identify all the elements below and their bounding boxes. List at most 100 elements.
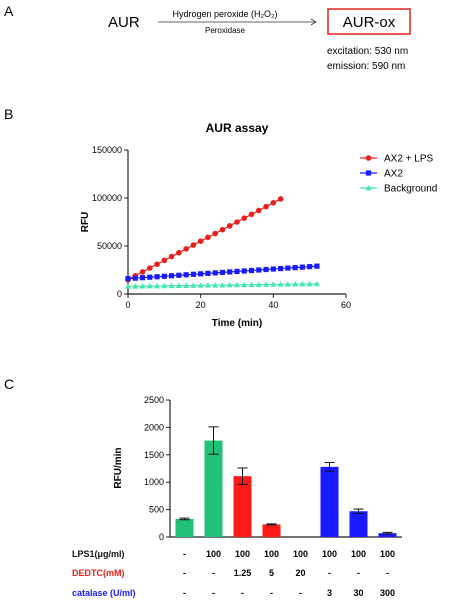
panel-label-b: B xyxy=(4,106,13,122)
data-point xyxy=(285,265,291,271)
condition-cell: - xyxy=(386,568,389,578)
legend-label: AX2 xyxy=(384,169,403,180)
y-tick-label: 0 xyxy=(159,532,164,542)
condition-cell: 3 xyxy=(327,588,332,598)
rfu-bar-chart: 0 500 1000 1500 2000 2500 RFU/min LPS1(μg/ml) - 1… xyxy=(72,395,402,598)
data-point xyxy=(154,274,160,280)
data-point xyxy=(299,281,306,287)
data-point xyxy=(292,265,298,271)
x-tick-label: 20 xyxy=(196,300,206,310)
data-point xyxy=(277,196,284,202)
data-point xyxy=(219,269,226,275)
condition-cell: 1.25 xyxy=(234,568,252,578)
data-point xyxy=(169,273,175,279)
panel-label-c: C xyxy=(4,376,14,392)
data-point xyxy=(190,242,197,248)
condition-row-label: catalase (U/ml) xyxy=(72,588,136,598)
bar xyxy=(262,524,281,537)
data-point xyxy=(219,226,226,233)
y-tick-label: 50000 xyxy=(97,241,122,251)
data-point xyxy=(205,234,211,241)
data-point xyxy=(125,283,131,289)
condition-cell: 100 xyxy=(206,549,221,559)
data-point xyxy=(263,266,269,273)
condition-cell: - xyxy=(357,568,360,578)
data-point xyxy=(183,246,189,252)
data-point xyxy=(161,282,168,289)
data-point xyxy=(248,211,255,218)
data-point xyxy=(168,282,175,289)
data-point xyxy=(241,215,248,221)
data-point xyxy=(147,274,153,280)
substrate-label: AUR xyxy=(108,14,140,31)
data-point xyxy=(198,271,204,277)
data-point xyxy=(307,264,313,270)
data-point xyxy=(176,272,182,278)
condition-cell: 100 xyxy=(264,549,279,559)
y-axis-title: RFU/min xyxy=(113,447,124,488)
data-point xyxy=(292,281,299,287)
data-point xyxy=(306,280,313,287)
data-point xyxy=(263,203,269,210)
condition-cell: - xyxy=(270,588,273,598)
data-point xyxy=(219,282,226,288)
data-point xyxy=(270,200,277,206)
data-point xyxy=(234,219,240,225)
data-point xyxy=(314,263,320,269)
excitation-label: excitation: 530 nm xyxy=(327,46,408,57)
chart-title: AUR assay xyxy=(206,121,269,135)
data-point xyxy=(190,271,196,277)
y-tick-label: 0 xyxy=(117,289,122,299)
legend-marker xyxy=(365,185,372,191)
data-point xyxy=(139,269,146,275)
condition-cell: - xyxy=(328,568,331,578)
data-point xyxy=(284,281,291,287)
legend-marker xyxy=(365,170,372,176)
data-point xyxy=(212,270,218,276)
condition-cell: 100 xyxy=(351,549,366,559)
data-point xyxy=(234,281,240,288)
y-tick-label: 2500 xyxy=(144,395,164,405)
bar xyxy=(233,476,252,537)
data-point xyxy=(270,266,276,272)
legend-marker xyxy=(365,155,372,161)
bar xyxy=(204,440,223,537)
condition-cell: 5 xyxy=(269,568,274,578)
data-point xyxy=(176,249,182,256)
y-tick-label: 500 xyxy=(149,505,164,515)
condition-cell: - xyxy=(212,588,215,598)
data-point xyxy=(255,207,262,214)
data-point xyxy=(313,280,320,287)
condition-cell: - xyxy=(241,588,244,598)
y-tick-label: 150000 xyxy=(92,145,122,155)
condition-cell: 20 xyxy=(295,568,305,578)
data-point xyxy=(226,281,233,288)
data-point xyxy=(248,281,255,288)
condition-cell: 100 xyxy=(322,549,337,559)
data-point xyxy=(168,253,175,260)
data-point xyxy=(197,238,204,244)
y-tick-label: 2000 xyxy=(144,422,164,432)
reagent-label: Hydrogen peroxide (H₂O₂) xyxy=(172,9,277,19)
condition-row-label: DEDTC(mM) xyxy=(72,568,125,578)
data-point xyxy=(277,281,284,287)
data-point xyxy=(197,282,204,288)
x-axis-title: Time (min) xyxy=(212,318,262,329)
data-point xyxy=(299,264,305,270)
y-tick-label: 1500 xyxy=(144,450,164,460)
condition-cell: - xyxy=(299,588,302,598)
data-point xyxy=(161,273,167,279)
condition-cell: - xyxy=(212,568,215,578)
data-point xyxy=(147,265,153,271)
data-point xyxy=(241,268,247,274)
data-point xyxy=(270,281,277,287)
data-point xyxy=(205,270,211,276)
legend-label: AX2 + LPS xyxy=(384,154,434,165)
data-point xyxy=(263,281,270,287)
condition-cell: - xyxy=(183,568,186,578)
product-box xyxy=(327,8,411,35)
reaction-arrow-head xyxy=(310,18,317,26)
data-point xyxy=(154,261,160,268)
data-point xyxy=(212,230,218,237)
